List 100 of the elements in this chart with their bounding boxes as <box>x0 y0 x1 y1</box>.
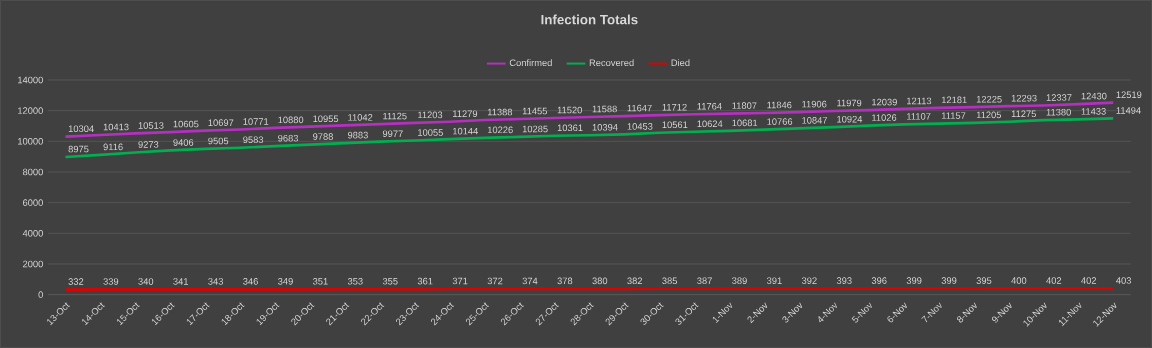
data-label: 10924 <box>837 115 863 123</box>
y-tick-label: 2000 <box>23 260 43 268</box>
data-label: 11807 <box>732 102 757 109</box>
data-label: 12293 <box>1011 94 1037 102</box>
data-label: 11846 <box>767 101 792 109</box>
data-label: 12039 <box>872 98 897 106</box>
data-label: 11388 <box>487 108 513 116</box>
data-label: 10561 <box>662 121 688 129</box>
data-label: 9406 <box>173 139 194 146</box>
data-label: 10697 <box>208 119 234 126</box>
data-label: 382 <box>627 277 643 285</box>
data-label: 11205 <box>976 111 1002 119</box>
data-label: 9583 <box>243 136 264 144</box>
data-label: 387 <box>697 277 712 285</box>
data-label: 372 <box>487 277 503 285</box>
data-label: 396 <box>871 277 887 284</box>
data-label: 11203 <box>418 111 443 119</box>
data-label: 10624 <box>697 120 723 128</box>
data-label: 9683 <box>278 134 299 142</box>
data-label: 9977 <box>382 130 403 137</box>
y-tick-label: 10000 <box>18 138 43 145</box>
data-label: 402 <box>1081 277 1097 284</box>
data-label: 11979 <box>837 99 862 107</box>
data-label: 395 <box>976 277 992 284</box>
data-label: 355 <box>382 277 398 285</box>
data-label: 378 <box>557 277 573 285</box>
data-label: 371 <box>452 277 468 285</box>
data-label: 12181 <box>941 96 967 104</box>
data-label: 399 <box>906 277 922 284</box>
data-label: 10055 <box>418 129 443 136</box>
data-label: 341 <box>173 278 189 285</box>
data-label: 12337 <box>1046 94 1072 101</box>
data-label: 361 <box>417 277 433 285</box>
data-label: 9116 <box>103 143 123 151</box>
data-label: 349 <box>278 278 293 285</box>
data-label: 12519 <box>1116 91 1142 99</box>
y-tick-label: 14000 <box>18 76 43 84</box>
data-label: 332 <box>68 278 84 285</box>
data-label: 11026 <box>872 114 897 121</box>
data-label: 11764 <box>697 103 722 110</box>
data-label: 400 <box>1011 277 1027 284</box>
y-tick-label: 4000 <box>22 230 43 237</box>
data-label: 11455 <box>522 107 548 115</box>
data-label: 346 <box>243 278 258 285</box>
data-label: 11125 <box>383 112 407 120</box>
data-label: 11107 <box>907 113 931 120</box>
data-label: 10144 <box>453 127 478 135</box>
data-label: 393 <box>836 277 852 284</box>
data-label: 11157 <box>941 112 966 119</box>
data-label: 9505 <box>208 137 229 145</box>
y-tick-label: 12000 <box>18 107 43 114</box>
data-label: 10453 <box>627 123 653 130</box>
data-label: 9883 <box>347 131 368 139</box>
legend-label: Died <box>671 59 690 67</box>
data-label: 8975 <box>68 145 89 153</box>
data-label: 10605 <box>173 120 199 128</box>
data-label: 10766 <box>767 118 793 125</box>
data-label: 9273 <box>138 141 159 148</box>
data-label: 10285 <box>522 125 548 133</box>
data-label: 374 <box>522 277 538 285</box>
data-label: 11433 <box>1081 108 1106 115</box>
chart-title: Infection Totals <box>541 14 638 25</box>
y-tick-label: 0 <box>38 291 43 298</box>
data-label: 10304 <box>68 125 94 132</box>
data-label: 10880 <box>278 116 304 124</box>
data-label: 399 <box>941 277 957 284</box>
data-label: 12113 <box>907 97 932 105</box>
data-label: 11042 <box>348 114 373 121</box>
legend-label: Recovered <box>589 59 634 67</box>
data-label: 10513 <box>138 122 164 129</box>
data-label: 403 <box>1116 277 1132 284</box>
y-tick-label: 8000 <box>22 168 43 176</box>
data-label: 10847 <box>802 117 828 124</box>
y-tick-label: 6000 <box>23 199 43 206</box>
data-label: 392 <box>801 277 817 284</box>
data-label: 10413 <box>103 123 129 131</box>
data-label: 10955 <box>313 115 339 122</box>
data-label: 351 <box>312 278 328 285</box>
data-label: 10771 <box>243 118 269 125</box>
data-label: 343 <box>208 278 223 285</box>
data-label: 11906 <box>802 100 827 108</box>
data-label: 389 <box>732 277 747 285</box>
data-label: 391 <box>766 277 782 284</box>
data-label: 402 <box>1046 277 1062 284</box>
data-label: 11520 <box>557 106 582 114</box>
data-label: 11494 <box>1116 107 1141 114</box>
data-label: 11275 <box>1011 110 1036 118</box>
data-label: 10361 <box>557 124 583 132</box>
data-label: 385 <box>662 277 678 285</box>
data-label: 11588 <box>592 105 617 113</box>
data-label: 12225 <box>976 95 1002 103</box>
data-label: 11712 <box>662 103 687 111</box>
data-label: 10226 <box>487 126 513 134</box>
data-label: 10394 <box>592 124 618 131</box>
data-label: 12430 <box>1081 92 1107 100</box>
data-label: 11279 <box>453 110 478 118</box>
data-label: 380 <box>592 277 608 285</box>
data-label: 353 <box>347 277 363 285</box>
data-label: 11380 <box>1046 108 1071 116</box>
data-label: 10681 <box>732 119 758 127</box>
